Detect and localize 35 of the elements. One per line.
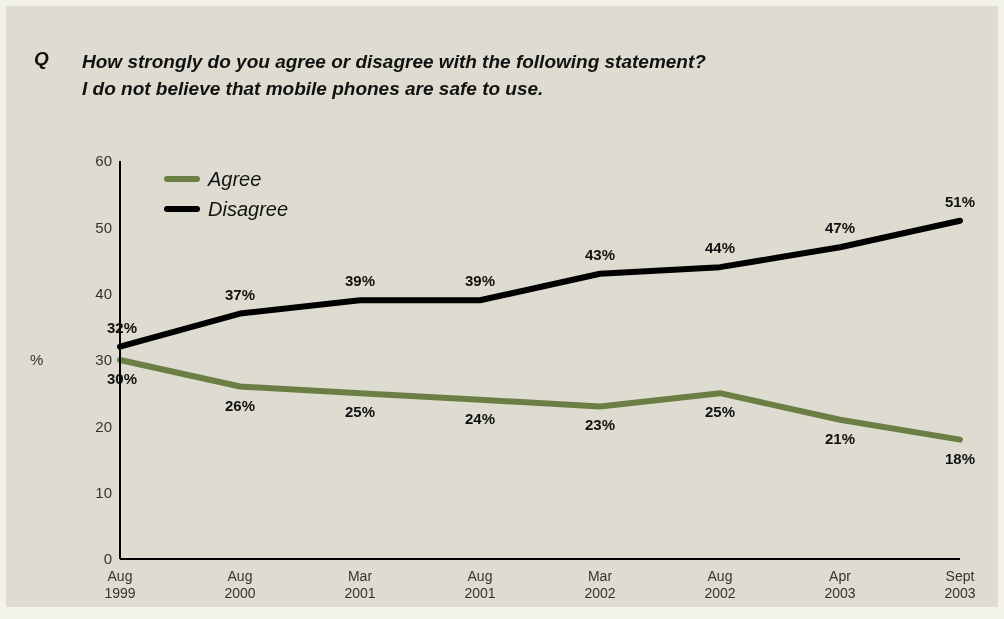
- data-label: 18%: [944, 449, 976, 467]
- y-axis-title: %: [30, 351, 44, 369]
- y-tick-label: 60: [95, 152, 112, 170]
- data-label: 37%: [224, 285, 256, 303]
- x-tick-label: Mar 2002: [584, 568, 616, 601]
- data-label: 43%: [584, 245, 616, 263]
- x-tick-label: Mar 2001: [344, 568, 376, 601]
- data-label: 25%: [344, 403, 376, 421]
- chart-title: How strongly do you agree or disagree with the following statement?: [82, 50, 706, 74]
- data-label: 25%: [704, 403, 736, 421]
- data-label: 24%: [464, 409, 496, 427]
- data-label: 44%: [704, 239, 736, 257]
- y-tick-label: 20: [95, 417, 112, 435]
- x-tick-label: Aug 2002: [704, 568, 736, 601]
- legend-label: Agree: [208, 167, 262, 192]
- data-label: 51%: [944, 192, 976, 210]
- text: Q: [34, 48, 49, 69]
- x-tick-label: Aug 2000: [224, 568, 256, 601]
- x-tick-label: Aug 1999: [104, 568, 136, 601]
- data-label: 47%: [824, 219, 856, 237]
- x-tick-label: Aug 2001: [464, 568, 496, 601]
- data-label: 39%: [464, 272, 496, 290]
- y-tick-label: 0: [103, 550, 112, 568]
- data-label: 21%: [824, 429, 856, 447]
- y-tick-label: 50: [95, 218, 112, 236]
- data-label: 26%: [224, 396, 256, 414]
- data-label: 23%: [584, 416, 616, 434]
- data-label: 39%: [344, 272, 376, 290]
- x-tick-label: Sept 2003: [944, 568, 976, 601]
- y-tick-label: 40: [95, 284, 112, 302]
- y-tick-label: 30: [95, 351, 112, 369]
- chart-subtitle: I do not believe that mobile phones are safe to use.: [82, 77, 545, 101]
- y-tick-label: 10: [95, 483, 112, 501]
- x-tick-label: Apr 2003: [824, 568, 856, 601]
- legend-label: Disagree: [208, 197, 289, 222]
